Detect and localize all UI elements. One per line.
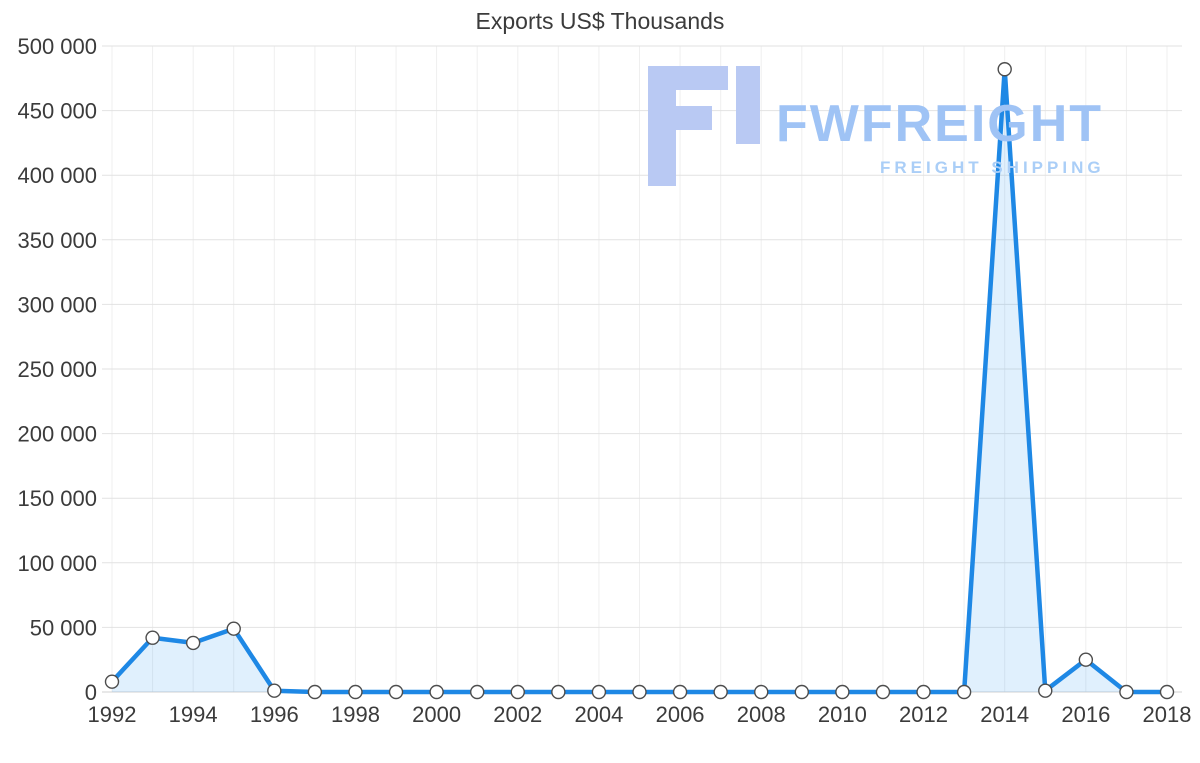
data-point-marker <box>835 684 850 700</box>
data-point-marker <box>591 684 607 700</box>
data-point-marker <box>1078 652 1094 667</box>
data-point-marker <box>348 684 363 700</box>
x-axis-tick-label: 2006 <box>656 702 705 727</box>
data-point-marker <box>754 684 769 700</box>
x-axis-tick-label: 1996 <box>250 702 299 727</box>
data-point-marker <box>632 684 647 700</box>
data-point-marker <box>185 635 201 651</box>
x-axis-tick-label: 2018 <box>1143 702 1192 727</box>
data-point-marker <box>1119 684 1134 700</box>
data-point-marker <box>307 684 323 700</box>
data-point-marker <box>104 674 120 689</box>
data-point-marker <box>875 684 891 700</box>
data-point-marker <box>1159 684 1175 700</box>
data-point-marker <box>794 684 810 700</box>
y-axis-tick-label: 350 000 <box>17 228 97 253</box>
x-axis-tick-label: 2008 <box>737 702 786 727</box>
y-axis-tick-label: 250 000 <box>17 357 97 382</box>
data-point-marker <box>429 684 444 700</box>
y-axis-tick-label: 450 000 <box>17 99 97 124</box>
y-axis-tick-label: 150 000 <box>17 486 97 511</box>
data-point-marker <box>510 684 525 700</box>
data-point-marker <box>226 621 241 636</box>
x-axis-tick-label: 2004 <box>574 702 623 727</box>
data-point-marker <box>997 62 1012 77</box>
x-axis-tick-label: 2010 <box>818 702 867 727</box>
y-axis-tick-label: 100 000 <box>17 551 97 576</box>
y-axis-tick-label: 400 000 <box>17 163 97 188</box>
data-point-marker <box>1038 683 1053 698</box>
x-axis-tick-label: 1998 <box>331 702 380 727</box>
data-point-marker <box>267 683 282 698</box>
data-point-marker <box>145 630 160 645</box>
data-point-marker <box>469 684 485 700</box>
x-axis-tick-label: 2014 <box>980 702 1029 727</box>
y-axis-tick-label: 500 000 <box>17 34 97 59</box>
x-axis-tick-label: 1994 <box>169 702 218 727</box>
chart-title: Exports US$ Thousands <box>475 8 725 34</box>
x-axis-tick-label: 2016 <box>1061 702 1110 727</box>
data-point-marker <box>713 684 728 700</box>
x-axis-tick-label: 2000 <box>412 702 461 727</box>
y-axis-tick-label: 200 000 <box>17 422 97 447</box>
x-axis-tick-label: 1992 <box>88 702 137 727</box>
data-point-marker <box>672 684 688 700</box>
y-axis-tick-label: 50 000 <box>30 615 97 640</box>
x-axis-tick-label: 2002 <box>493 702 542 727</box>
data-point-marker <box>551 684 566 700</box>
data-point-marker <box>388 684 404 700</box>
data-point-marker <box>916 684 931 700</box>
y-axis-tick-label: 0 <box>85 680 97 705</box>
x-axis-tick-label: 2012 <box>899 702 948 727</box>
data-point-marker <box>956 684 972 700</box>
y-axis-tick-label: 300 000 <box>17 292 97 317</box>
